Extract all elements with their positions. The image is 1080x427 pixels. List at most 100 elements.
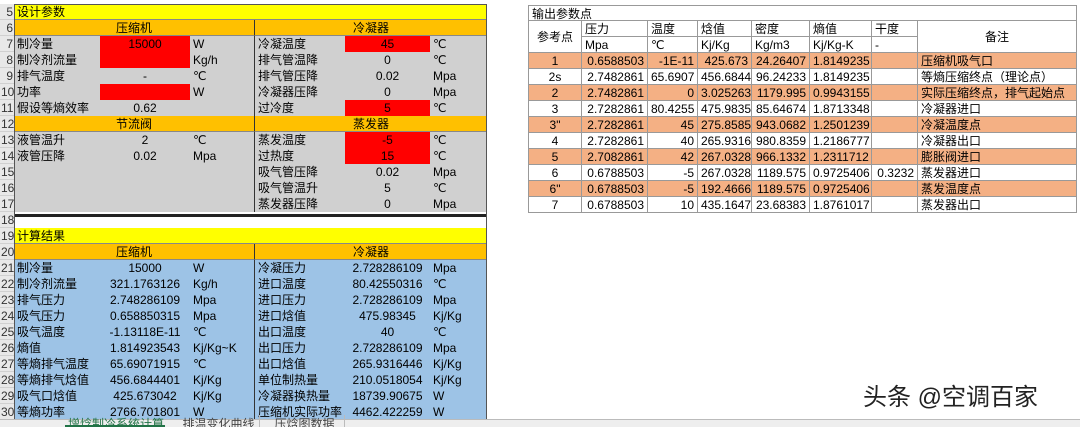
table-cell: 6 bbox=[528, 165, 582, 181]
table-cell: 0 bbox=[648, 85, 698, 101]
table-cell: 1.8149235 bbox=[810, 69, 872, 85]
table-cell: 2.7082861 bbox=[582, 149, 648, 165]
row-number: 16 bbox=[0, 180, 14, 196]
field-value: 475.98345 bbox=[345, 308, 430, 324]
block-head: 节流阀 bbox=[14, 116, 255, 132]
table-cell: 1.8761017 bbox=[810, 197, 872, 213]
field-unit: Kj/Kg~K bbox=[190, 340, 255, 356]
table-cell: 24.26407 bbox=[752, 53, 810, 69]
field-value: 15000 bbox=[100, 36, 190, 52]
field-label: 假设等熵效率 bbox=[14, 100, 100, 116]
row-number: 18 bbox=[0, 212, 14, 228]
table-cell: 0.3232 bbox=[872, 165, 918, 181]
field-label bbox=[14, 180, 100, 196]
field-label: 冷凝器换热量 bbox=[255, 388, 345, 404]
field-value bbox=[100, 52, 190, 68]
field-unit: Mpa bbox=[430, 68, 487, 84]
field-value: 5 bbox=[345, 180, 430, 196]
field-value: 65.69071915 bbox=[100, 356, 190, 372]
column-header: 温度 bbox=[648, 21, 698, 37]
table-cell: 267.0328 bbox=[698, 165, 752, 181]
table-cell: 456.6844 bbox=[698, 69, 752, 85]
block-head: 冷凝器 bbox=[255, 20, 487, 36]
table-cell: 2 bbox=[528, 85, 582, 101]
field-label: 单位制热量 bbox=[255, 372, 345, 388]
field-unit: Mpa bbox=[190, 292, 255, 308]
block-head: 压缩机 bbox=[14, 244, 255, 260]
field-value: -5 bbox=[345, 132, 430, 148]
field-unit: ℃ bbox=[430, 36, 487, 52]
table-cell: 冷凝器进口 bbox=[918, 101, 1077, 117]
table-cell: 蒸发温度点 bbox=[918, 181, 1077, 197]
table-cell: 5 bbox=[528, 149, 582, 165]
field-label: 压缩机实际功率 bbox=[255, 404, 345, 420]
row-number: 12 bbox=[0, 116, 14, 132]
column-header: 备注 bbox=[918, 21, 1077, 53]
table-cell: 0.6788503 bbox=[582, 181, 648, 197]
field-label: 吸气压力 bbox=[14, 308, 100, 324]
table-cell: 冷凝温度点 bbox=[918, 117, 1077, 133]
block-head: 蒸发器 bbox=[255, 116, 487, 132]
table-cell: 45 bbox=[648, 117, 698, 133]
table-cell: 65.6907 bbox=[648, 69, 698, 85]
field-label: 制冷量 bbox=[14, 260, 100, 276]
table-cell: 0.6788503 bbox=[582, 165, 648, 181]
table-cell: 压缩机吸气口 bbox=[918, 53, 1077, 69]
table-cell: 2s bbox=[528, 69, 582, 85]
table-cell: 980.8359 bbox=[752, 133, 810, 149]
table-cell: 1189.575 bbox=[752, 165, 810, 181]
table-cell: -5 bbox=[648, 181, 698, 197]
field-unit: Kg/h bbox=[190, 276, 255, 292]
field-label: 吸气口焓值 bbox=[14, 388, 100, 404]
sheet-tab[interactable]: 压焓图数据 bbox=[265, 415, 345, 427]
table-cell: 475.9835 bbox=[698, 101, 752, 117]
field-unit: Mpa bbox=[430, 84, 487, 100]
field-unit: Mpa bbox=[430, 292, 487, 308]
field-value: 0 bbox=[345, 52, 430, 68]
row-number: 24 bbox=[0, 308, 14, 324]
column-unit: Kg/m3 bbox=[752, 37, 810, 53]
section-title: 计算结果 bbox=[14, 228, 487, 244]
column-unit: - bbox=[872, 37, 918, 53]
row-number: 23 bbox=[0, 292, 14, 308]
field-value bbox=[100, 180, 190, 196]
field-label: 等熵排气温度 bbox=[14, 356, 100, 372]
sheet-tab[interactable]: 排温变化曲线 bbox=[178, 415, 260, 427]
field-value: 425.673042 bbox=[100, 388, 190, 404]
field-unit: ℃ bbox=[190, 132, 255, 148]
table-cell: 85.64674 bbox=[752, 101, 810, 117]
field-value: 45 bbox=[345, 36, 430, 52]
row-number: 28 bbox=[0, 372, 14, 388]
field-unit: Kg/h bbox=[190, 52, 255, 68]
field-label: 蒸发温度 bbox=[255, 132, 345, 148]
row-number: 17 bbox=[0, 196, 14, 212]
field-value: 210.0518054 bbox=[345, 372, 430, 388]
field-unit bbox=[190, 180, 255, 196]
field-label: 过热度 bbox=[255, 148, 345, 164]
column-header: 焓值 bbox=[698, 21, 752, 37]
field-label: 等熵排气焓值 bbox=[14, 372, 100, 388]
field-unit: Mpa bbox=[430, 164, 487, 180]
table-cell: 0.9725406 bbox=[810, 165, 872, 181]
table-cell: 2.7282861 bbox=[582, 117, 648, 133]
field-unit: Kj/Kg bbox=[430, 308, 487, 324]
field-unit: Kj/Kg bbox=[430, 356, 487, 372]
field-unit: Mpa bbox=[190, 148, 255, 164]
field-label: 功率 bbox=[14, 84, 100, 100]
row-number: 9 bbox=[0, 68, 14, 84]
block-head: 压缩机 bbox=[14, 20, 255, 36]
field-label: 排气压力 bbox=[14, 292, 100, 308]
table-cell: 3 bbox=[528, 101, 582, 117]
table-cell: 实际压缩终点，排气起始点 bbox=[918, 85, 1077, 101]
sheet-tab[interactable]: 增焓制冷系统计算 bbox=[65, 415, 165, 427]
panel-border bbox=[14, 4, 487, 420]
field-unit: W bbox=[190, 260, 255, 276]
row-number: 6 bbox=[0, 20, 14, 36]
field-value: - bbox=[100, 68, 190, 84]
field-value: 1.814923543 bbox=[100, 340, 190, 356]
table-cell: 1.2501239 bbox=[810, 117, 872, 133]
field-unit: ℃ bbox=[190, 356, 255, 372]
field-value: 0.62 bbox=[100, 100, 190, 116]
row-number: 30 bbox=[0, 404, 14, 420]
table-cell: 蒸发器进口 bbox=[918, 165, 1077, 181]
